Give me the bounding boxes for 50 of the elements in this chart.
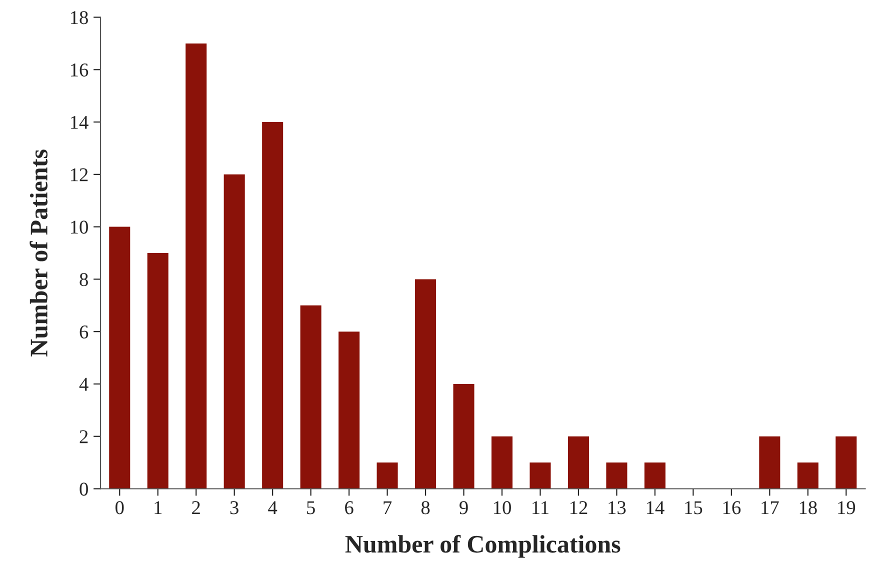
x-tick-label: 15 [685, 501, 702, 514]
y-tick-label: 8 [80, 273, 88, 286]
x-tick-label: 18 [800, 501, 817, 514]
x-tick-label: 19 [838, 501, 856, 514]
y-tick-label: 0 [80, 482, 88, 496]
x-tick-label: 4 [268, 501, 278, 514]
x-tick-label: 2 [192, 501, 200, 514]
bar [836, 436, 857, 489]
x-tick-label: 14 [646, 501, 664, 514]
y-tick-label: 14 [70, 116, 88, 129]
x-tick-label: 12 [570, 501, 588, 514]
bar [644, 462, 666, 489]
bar [530, 462, 551, 489]
bar [376, 462, 398, 489]
bar [759, 436, 780, 489]
x-tick-label: 17 [762, 501, 779, 514]
x-tick-label: 11 [532, 501, 548, 514]
x-tick-label: 13 [608, 501, 626, 514]
x-tick-label: 10 [494, 501, 511, 514]
bar [338, 332, 360, 489]
y-tick-label: 10 [70, 220, 88, 234]
bar [797, 462, 818, 489]
y-tick-label: 16 [70, 64, 88, 77]
y-axis-title: Number of Patients [30, 150, 48, 356]
y-tick-label: 12 [70, 168, 88, 182]
bar [262, 122, 284, 489]
y-tick-label: 6 [80, 325, 88, 339]
bar [606, 462, 628, 489]
bar [147, 253, 168, 489]
bar [415, 279, 436, 489]
x-axis-title: Number of Complications [345, 534, 620, 558]
x-tick-label: 7 [384, 501, 392, 514]
x-tick-label: 6 [345, 501, 354, 514]
x-tick-label: 8 [421, 501, 430, 514]
y-tick-label: 2 [80, 430, 88, 444]
x-tick-label: 3 [230, 501, 238, 514]
y-tick-label: 18 [70, 11, 88, 24]
bar [491, 436, 513, 489]
bar [453, 384, 474, 489]
x-tick-label: 9 [460, 501, 468, 514]
bar [109, 226, 130, 489]
bar [300, 305, 322, 489]
x-tick-label: 16 [723, 501, 741, 514]
x-tick-label: 5 [307, 501, 315, 514]
bar [568, 436, 589, 489]
bar [186, 43, 207, 489]
y-tick-label: 4 [79, 378, 88, 391]
x-tick-label: 0 [116, 501, 124, 514]
x-tick-label: 1 [154, 501, 162, 514]
bar [224, 174, 245, 489]
